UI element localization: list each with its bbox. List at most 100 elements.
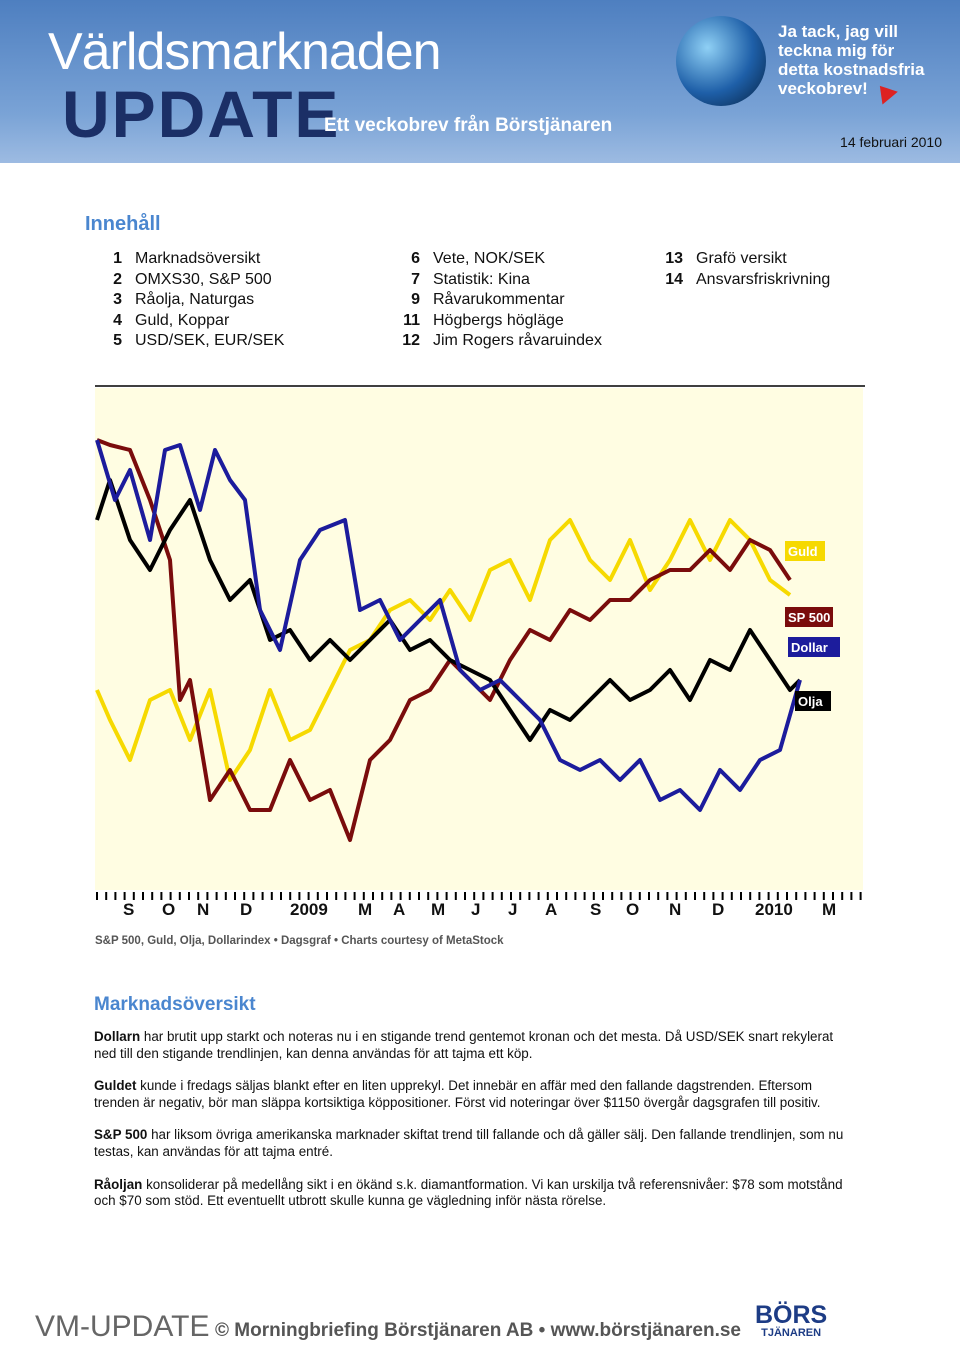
toc-number: 6	[411, 250, 420, 267]
header: Världsmarknaden UPDATE Ett veckobrev frå…	[0, 0, 960, 163]
toc-number: 12	[402, 332, 420, 350]
toc-number: 4	[113, 311, 122, 329]
toc-row: 1 Marknadsöversikt	[85, 249, 284, 270]
month-label: 2010	[755, 900, 793, 919]
paragraph: Råoljan konsoliderar på medellång sikt i…	[94, 1177, 854, 1210]
legend-label: SP 500	[788, 610, 830, 625]
legend-label: Dollar	[791, 640, 828, 655]
toc-number: 13	[665, 250, 683, 267]
promo-line: teckna mig för	[778, 41, 895, 60]
promo[interactable]: Ja tack, jag vill teckna mig för detta kos…	[778, 22, 924, 98]
toc-label: USD/SEK, EUR/SEK	[135, 332, 285, 350]
legend-label: Guld	[788, 544, 818, 559]
toc-label: Jim Rogers råvaruindex	[433, 332, 602, 350]
paragraph: Dollarn har brutit upp starkt och notera…	[94, 1029, 854, 1062]
month-label: S	[123, 900, 134, 919]
paragraph-text: kunde i fredags säljas blankt efter en l…	[94, 1078, 821, 1110]
toc-number: 11	[403, 311, 420, 329]
month-label: M	[431, 900, 445, 919]
footer-copyright: © Morningbriefing Börstjänaren AB • www.…	[215, 1320, 741, 1341]
month-label: A	[545, 900, 557, 919]
toc-column: 13 Grafö versikt 14 Ansvarsfriskrivning	[633, 249, 830, 290]
toc-label: Högbergs högläge	[433, 311, 564, 329]
toc-row: 3 Råolja, Naturgas	[85, 290, 284, 311]
toc-label: Guld, Koppar	[135, 311, 230, 329]
month-label: D	[712, 900, 724, 919]
toc-row: 12 Jim Rogers råvaruindex	[370, 331, 602, 352]
paragraph-lead: S&P 500	[94, 1127, 148, 1143]
toc-number: 3	[113, 291, 122, 309]
toc-label: Vete, NOK/SEK	[433, 250, 546, 267]
toc-row: 4 Guld, Koppar	[85, 311, 284, 332]
paragraph: S&P 500 har liksom övriga amerikanska ma…	[94, 1127, 854, 1160]
logo-line: BÖRS	[755, 1301, 828, 1329]
toc: Innehåll 1 Marknadsöversikt 2 OMXS30, S&P 5…	[85, 213, 830, 349]
month-label: J	[508, 900, 517, 919]
legend-box	[788, 637, 840, 657]
masthead-title: Världsmarknaden	[48, 23, 442, 81]
tagline: Ett veckobrev från Börstjänaren	[324, 115, 613, 136]
footer-brand: VM-UPDATE	[35, 1310, 210, 1343]
paragraph-text: har brutit upp starkt och noteras nu i e…	[94, 1029, 834, 1061]
globe	[676, 16, 766, 106]
legend-box	[785, 607, 833, 627]
toc-number: 1	[113, 250, 122, 267]
paragraph-text: har liksom övriga amerikanska marknader …	[94, 1127, 844, 1159]
toc-row: 2 OMXS30, S&P 500	[85, 270, 284, 291]
logo-line: TJÄNAREN	[761, 1327, 822, 1339]
month-label: J	[471, 900, 480, 919]
date: 14 februari 2010	[840, 134, 942, 150]
toc-number: 5	[113, 332, 122, 350]
promo-line: Ja tack, jag vill	[778, 22, 899, 41]
caption: S&P 500, Guld, Olja, Dollarindex • Dagsg…	[95, 935, 504, 947]
paragraph-lead: Guldet	[94, 1078, 137, 1094]
paragraph: Guldet kunde i fredags säljas blankt eft…	[94, 1078, 854, 1111]
line-sp500	[96, 438, 792, 842]
toc-row: 9 Råvarukommentar	[370, 290, 602, 311]
toc-row: 11 Högbergs högläge	[370, 311, 602, 332]
toc-number: 2	[113, 270, 122, 288]
toc-row: 7 Statistik: Kina	[370, 270, 602, 291]
line-olja	[95, 439, 802, 812]
toc-label: Marknadsöversikt	[135, 250, 261, 267]
promo-line: veckobrev!	[778, 79, 868, 98]
month-label: N	[197, 900, 209, 919]
month-label: M	[822, 900, 836, 919]
promo-line: detta kostnadsfria	[778, 60, 925, 79]
toc-label: Råolja, Naturgas	[135, 291, 255, 309]
toc-label: Råvarukommentar	[433, 291, 565, 309]
month-label: A	[393, 900, 405, 919]
axis-bg	[95, 890, 863, 920]
toc-label: Ansvarsfriskrivning	[696, 270, 831, 288]
toc-label: OMXS30, S&P 500	[135, 270, 272, 288]
paragraph-text: konsoliderar på medellång sikt i en ökän…	[94, 1176, 843, 1209]
toc-number: 14	[665, 270, 683, 288]
legend-box	[795, 691, 831, 711]
month-label: D	[240, 900, 252, 919]
toc-title: Innehåll	[85, 213, 161, 235]
section-heading: Marknadsöversikt	[94, 994, 256, 1015]
paragraph-lead: Dollarn	[94, 1029, 141, 1044]
toc-column: 6 Vete, NOK/SEK 7 Statistik: Kina 9 Råvarukom…	[370, 249, 602, 352]
toc-column: 1 Marknadsöversikt 2 OMXS30, S&P 500 3 Råolja…	[85, 249, 284, 352]
masthead-update: UPDATE	[62, 77, 341, 151]
paragraph-lead: Råoljan	[94, 1176, 143, 1192]
line-dollar	[95, 478, 802, 742]
plot-bg	[95, 388, 863, 890]
legend-box	[785, 541, 825, 561]
toc-row: 13 Grafö versikt	[633, 249, 830, 270]
month-label: N	[669, 900, 681, 919]
month-label: M	[358, 900, 372, 919]
month-label: S	[590, 900, 601, 919]
figure: Guld SP 500 Dollar Olja S O N D 2009 M A M J J A S O N D 2…	[95, 385, 865, 920]
month-label: O	[626, 900, 639, 919]
toc-row: 5 USD/SEK, EUR/SEK	[85, 331, 284, 352]
toc-label: Statistik: Kina	[433, 270, 530, 288]
toc-row: 14 Ansvarsfriskrivning	[633, 270, 830, 291]
toc-label: Grafö versikt	[696, 250, 787, 267]
month-label: 2009	[290, 900, 328, 919]
footer-logo: BÖRS TJÄNAREN	[755, 1301, 828, 1340]
body-text: Dollarn har brutit upp starkt och notera…	[94, 1029, 854, 1226]
legend-label: Olja	[798, 694, 823, 709]
